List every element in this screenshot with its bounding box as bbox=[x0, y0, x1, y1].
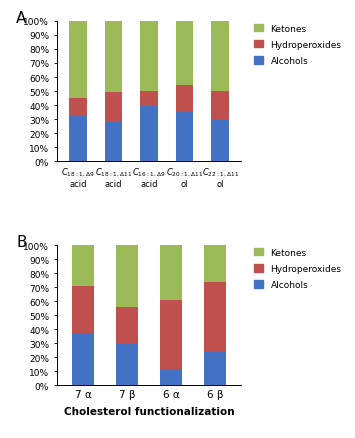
Bar bbox=[160, 246, 182, 300]
Bar bbox=[176, 22, 193, 86]
Bar bbox=[105, 22, 122, 93]
Bar bbox=[116, 343, 138, 385]
Bar bbox=[116, 246, 138, 307]
Bar bbox=[160, 300, 182, 369]
Bar bbox=[160, 369, 182, 385]
Bar bbox=[176, 113, 193, 162]
Bar bbox=[140, 92, 158, 107]
Bar bbox=[69, 22, 87, 99]
Bar bbox=[211, 92, 229, 121]
Bar bbox=[211, 121, 229, 162]
Bar bbox=[69, 117, 87, 162]
Text: B: B bbox=[16, 234, 27, 249]
Bar bbox=[105, 123, 122, 162]
Bar bbox=[105, 93, 122, 123]
Bar bbox=[116, 307, 138, 343]
X-axis label: Cholesterol functionalization: Cholesterol functionalization bbox=[64, 406, 234, 417]
Bar bbox=[140, 22, 158, 92]
Bar bbox=[176, 86, 193, 113]
Legend: Ketones, Hydroperoxides, Alcohols: Ketones, Hydroperoxides, Alcohols bbox=[253, 247, 342, 290]
Bar bbox=[204, 246, 226, 282]
Bar bbox=[211, 22, 229, 92]
Bar bbox=[69, 99, 87, 117]
Bar bbox=[72, 286, 94, 334]
Bar bbox=[204, 282, 226, 352]
Bar bbox=[72, 334, 94, 385]
Bar bbox=[72, 246, 94, 286]
Text: A: A bbox=[16, 11, 27, 26]
Bar bbox=[140, 107, 158, 162]
Legend: Ketones, Hydroperoxides, Alcohols: Ketones, Hydroperoxides, Alcohols bbox=[253, 24, 342, 67]
Bar bbox=[204, 352, 226, 385]
